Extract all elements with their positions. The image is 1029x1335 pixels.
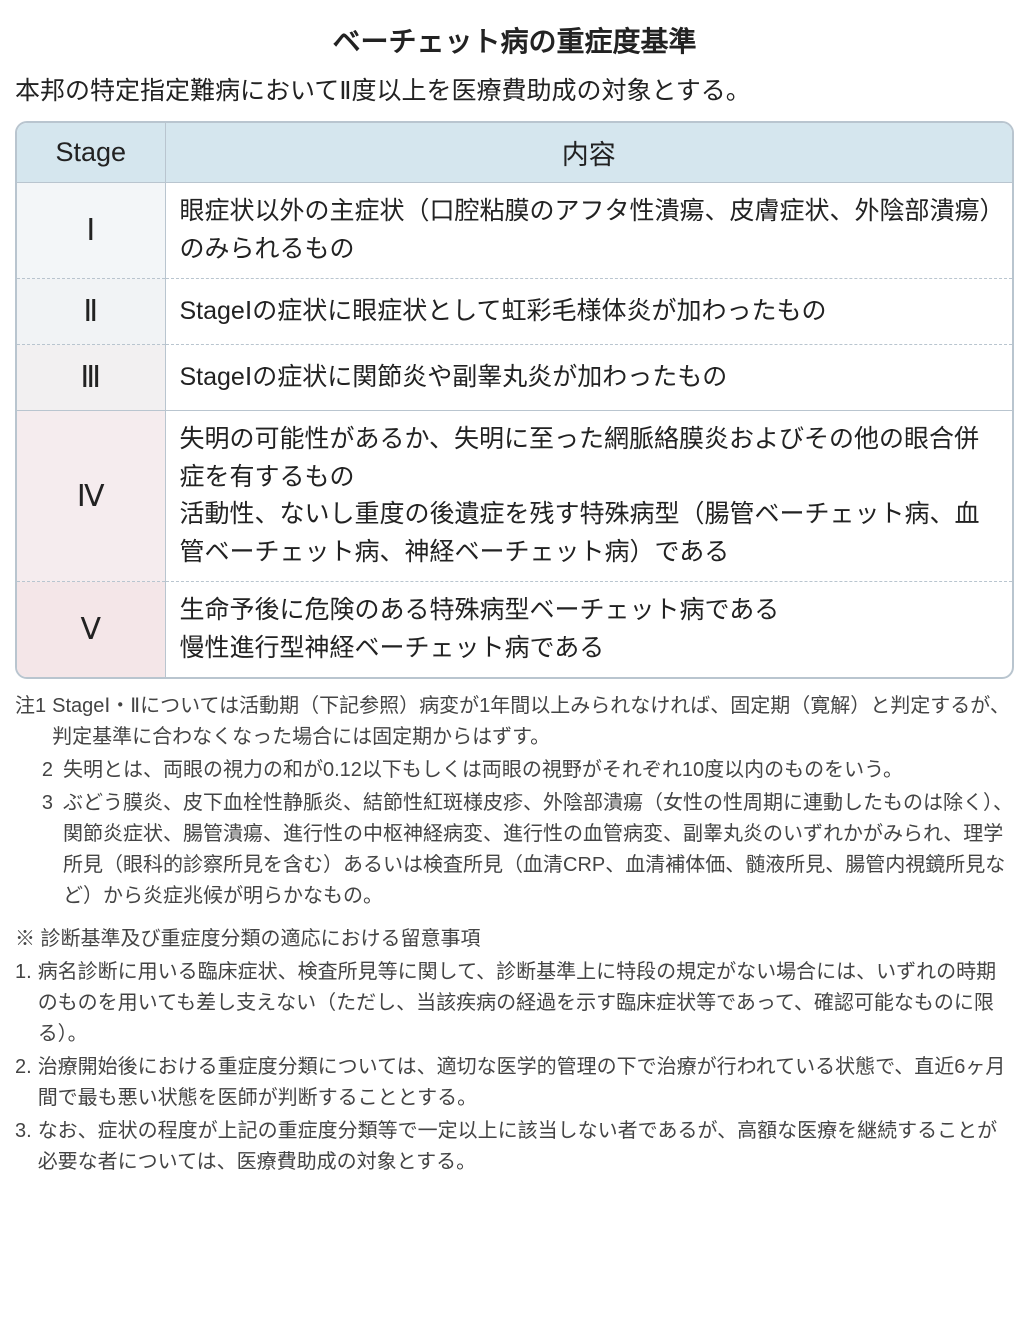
footnote-label: 3: [15, 788, 63, 912]
caution-number: 3.: [15, 1116, 38, 1178]
footnote-label: 2: [15, 755, 63, 786]
stage-cell: Ⅳ: [17, 411, 165, 582]
caution-number: 1.: [15, 957, 38, 1050]
caution-text: 治療開始後における重症度分類については、適切な医学的管理の下で治療が行われている…: [38, 1052, 1014, 1114]
stage-cell: Ⅴ: [17, 582, 165, 678]
caution-header: ※ 診断基準及び重症度分類の適応における留意事項: [15, 924, 1014, 955]
content-cell: 眼症状以外の主症状（口腔粘膜のアフタ性潰瘍、皮膚症状、外陰部潰瘍）のみられるもの: [165, 183, 1012, 279]
table-header-stage: Stage: [17, 123, 165, 183]
caution-item: 2.治療開始後における重症度分類については、適切な医学的管理の下で治療が行われて…: [15, 1052, 1014, 1114]
footnote-item: 注1StageⅠ・Ⅱについては活動期（下記参照）病変が1年間以上みられなければ、…: [15, 691, 1014, 753]
content-cell: StageⅠの症状に関節炎や副睾丸炎が加わったもの: [165, 345, 1012, 411]
footnote-item: 2失明とは、両眼の視力の和が0.12以下もしくは両眼の視野がそれぞれ10度以内の…: [15, 755, 1014, 786]
content-cell: 生命予後に危険のある特殊病型ベーチェット病である慢性進行型神経ベーチェット病であ…: [165, 582, 1012, 678]
table-row: Ⅳ失明の可能性があるか、失明に至った網脈絡膜炎およびその他の眼合併症を有するもの…: [17, 411, 1012, 582]
footnote-label: 注1: [15, 691, 52, 753]
content-cell: StageⅠの症状に眼症状として虹彩毛様体炎が加わったもの: [165, 279, 1012, 345]
page-subtitle: 本邦の特定指定難病においてⅡ度以上を医療費助成の対象とする。: [15, 74, 1014, 109]
footnote-item: 3ぶどう膜炎、皮下血栓性静脈炎、結節性紅斑様皮疹、外陰部潰瘍（女性の性周期に連動…: [15, 788, 1014, 912]
table-row: ⅢStageⅠの症状に関節炎や副睾丸炎が加わったもの: [17, 345, 1012, 411]
table-row: Ⅴ生命予後に危険のある特殊病型ベーチェット病である慢性進行型神経ベーチェット病で…: [17, 582, 1012, 678]
page-title: ベーチェット病の重症度基準: [15, 20, 1014, 60]
content-cell: 失明の可能性があるか、失明に至った網脈絡膜炎およびその他の眼合併症を有するもの活…: [165, 411, 1012, 582]
footnotes: 注1StageⅠ・Ⅱについては活動期（下記参照）病変が1年間以上みられなければ、…: [15, 691, 1014, 1178]
table-row: ⅡStageⅠの症状に眼症状として虹彩毛様体炎が加わったもの: [17, 279, 1012, 345]
caution-text: 病名診断に用いる臨床症状、検査所見等に関して、診断基準上に特段の規定がない場合に…: [38, 957, 1014, 1050]
table-header-content: 内容: [165, 123, 1012, 183]
caution-text: なお、症状の程度が上記の重症度分類等で一定以上に該当しない者であるが、高額な医療…: [38, 1116, 1014, 1178]
severity-table: Stage 内容 Ⅰ眼症状以外の主症状（口腔粘膜のアフタ性潰瘍、皮膚症状、外陰部…: [15, 121, 1014, 679]
stage-cell: Ⅱ: [17, 279, 165, 345]
caution-item: 1.病名診断に用いる臨床症状、検査所見等に関して、診断基準上に特段の規定がない場…: [15, 957, 1014, 1050]
caution-item: 3.なお、症状の程度が上記の重症度分類等で一定以上に該当しない者であるが、高額な…: [15, 1116, 1014, 1178]
footnote-text: StageⅠ・Ⅱについては活動期（下記参照）病変が1年間以上みられなければ、固定…: [52, 691, 1014, 753]
table-row: Ⅰ眼症状以外の主症状（口腔粘膜のアフタ性潰瘍、皮膚症状、外陰部潰瘍）のみられるも…: [17, 183, 1012, 279]
caution-number: 2.: [15, 1052, 38, 1114]
stage-cell: Ⅰ: [17, 183, 165, 279]
stage-cell: Ⅲ: [17, 345, 165, 411]
footnote-text: 失明とは、両眼の視力の和が0.12以下もしくは両眼の視野がそれぞれ10度以内のも…: [63, 755, 1014, 786]
footnote-text: ぶどう膜炎、皮下血栓性静脈炎、結節性紅斑様皮疹、外陰部潰瘍（女性の性周期に連動し…: [63, 788, 1014, 912]
